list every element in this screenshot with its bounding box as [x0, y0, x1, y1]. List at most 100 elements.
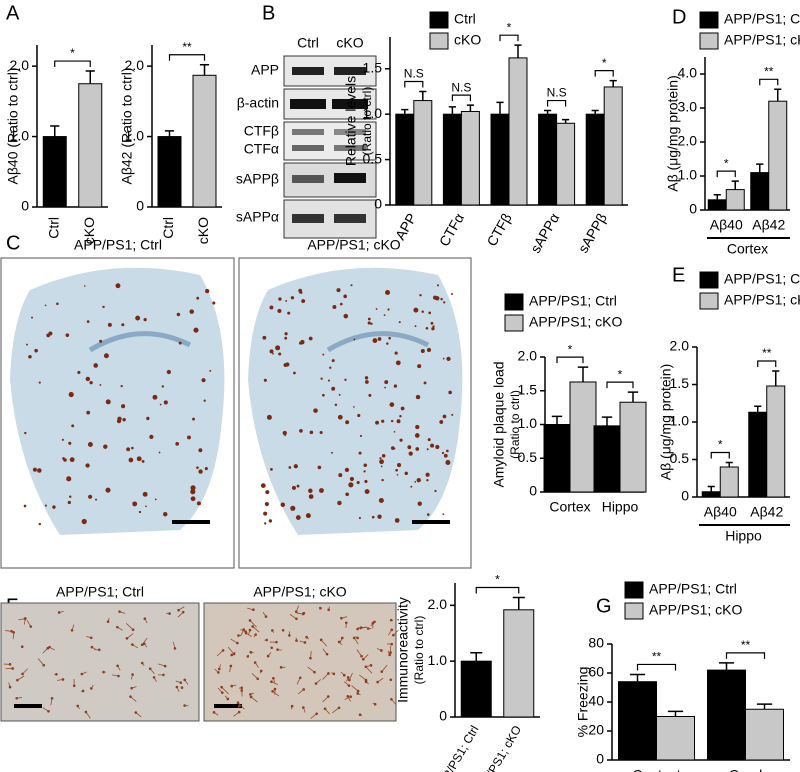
y-tick-label: 3.0	[678, 99, 698, 115]
y-tick-label: 0.5	[670, 450, 690, 466]
plaque-dot	[408, 451, 413, 456]
plaque-dot	[56, 302, 59, 306]
plaque-dot	[115, 283, 121, 289]
y-axis-label: Immunoreactivity	[395, 597, 411, 703]
plaque-dot	[334, 403, 338, 407]
plaque-dot	[404, 471, 408, 476]
y-tick-label: 0.5	[363, 150, 383, 166]
significance-label: **	[652, 650, 662, 664]
y-axis-label: Amyloid plaque load	[491, 361, 507, 487]
y-axis-label: (Ratio to ctrl)	[412, 616, 426, 685]
cell-dot	[290, 704, 294, 708]
plaque-dot	[381, 478, 384, 482]
plaque-dot	[364, 489, 370, 495]
cell-process	[217, 687, 223, 693]
y-tick-label: 0	[374, 196, 382, 212]
cell-dot	[288, 634, 291, 637]
plaque-dot	[364, 479, 368, 484]
plaque-dot	[269, 305, 274, 310]
bar	[750, 172, 770, 211]
cell-process	[338, 641, 343, 646]
cell-process	[221, 686, 229, 695]
plaque-dot	[201, 378, 206, 383]
plaque-dot	[300, 291, 303, 294]
plaque-dot	[358, 451, 362, 455]
y-tick-label: 1.0	[363, 105, 383, 121]
plaque-dot	[343, 294, 347, 299]
plaque-dot	[349, 476, 355, 482]
cell-process	[250, 692, 255, 695]
bar	[42, 136, 67, 208]
plaque-dot	[105, 487, 111, 493]
error-bar	[667, 710, 684, 717]
plaque-dot	[284, 332, 288, 336]
panel-letter: E	[672, 264, 685, 286]
significance-bracket	[636, 663, 677, 671]
legend-label: APP/PS1; cKO	[724, 292, 800, 308]
plaque-dot	[384, 386, 387, 389]
cell-process	[387, 650, 391, 656]
legend-label: APP/PS1; Ctrl	[649, 581, 737, 597]
cell-process	[360, 626, 368, 629]
blot-label: β-actin	[237, 95, 279, 111]
significance-label: *	[568, 342, 573, 356]
plaque-dot	[62, 457, 65, 460]
plaque-dot	[370, 322, 373, 325]
error-bar	[756, 163, 764, 173]
significance-label: *	[495, 573, 500, 587]
plaque-dot	[285, 299, 288, 302]
bar	[585, 113, 605, 206]
significance-label: N.S	[451, 80, 471, 94]
y-tick-label: 1.0	[428, 652, 448, 668]
y-tick-label: 0	[136, 198, 144, 214]
legend-swatch	[429, 11, 449, 29]
error-bar	[562, 118, 570, 124]
plaque-dot	[319, 488, 324, 493]
plaque-dot	[331, 386, 336, 391]
cell-process	[131, 686, 137, 689]
cell-process	[80, 690, 84, 692]
plaque-dot	[71, 424, 75, 428]
legend-swatch	[699, 292, 719, 310]
plaque-dot	[178, 341, 182, 345]
panel-letter: C	[6, 232, 20, 254]
plaque-dot	[263, 511, 268, 516]
significance-label: N.S	[547, 86, 567, 100]
cell-process	[376, 648, 382, 651]
plaque-dot	[88, 494, 93, 499]
plaque-dot	[37, 468, 42, 473]
bar	[707, 199, 727, 211]
cell-process	[340, 671, 345, 676]
cell-process	[141, 662, 145, 667]
significance-label: *	[602, 56, 607, 70]
plaque-dot	[264, 522, 267, 525]
legend-swatch	[699, 11, 719, 29]
cell-process	[347, 696, 351, 702]
plaque-dot	[52, 505, 56, 509]
x-tick-label: cKO	[195, 217, 211, 244]
plaque-dot	[420, 349, 425, 354]
error-bar	[754, 405, 762, 413]
cell-process	[295, 605, 299, 612]
cell-process	[365, 666, 373, 674]
plaque-dot	[28, 354, 32, 359]
plaque-dot	[393, 384, 398, 388]
cell-process	[5, 630, 12, 632]
cell-process	[249, 620, 257, 628]
plaque-dot	[451, 292, 454, 295]
plaque-dot	[395, 468, 398, 472]
plaque-dot	[192, 417, 195, 421]
plaque-dot	[270, 467, 273, 471]
plaque-dot	[159, 403, 162, 406]
significance-label: **	[182, 40, 192, 54]
plaque-dot	[38, 381, 41, 384]
plaque-dot	[393, 431, 396, 433]
legend-swatch	[699, 32, 719, 50]
error-bar	[772, 370, 780, 386]
bar	[538, 113, 558, 206]
legend-swatch	[504, 293, 524, 311]
blot-label: sAPPβ	[236, 171, 279, 187]
plaque-dot	[272, 352, 274, 355]
plaque-dot	[268, 519, 273, 523]
